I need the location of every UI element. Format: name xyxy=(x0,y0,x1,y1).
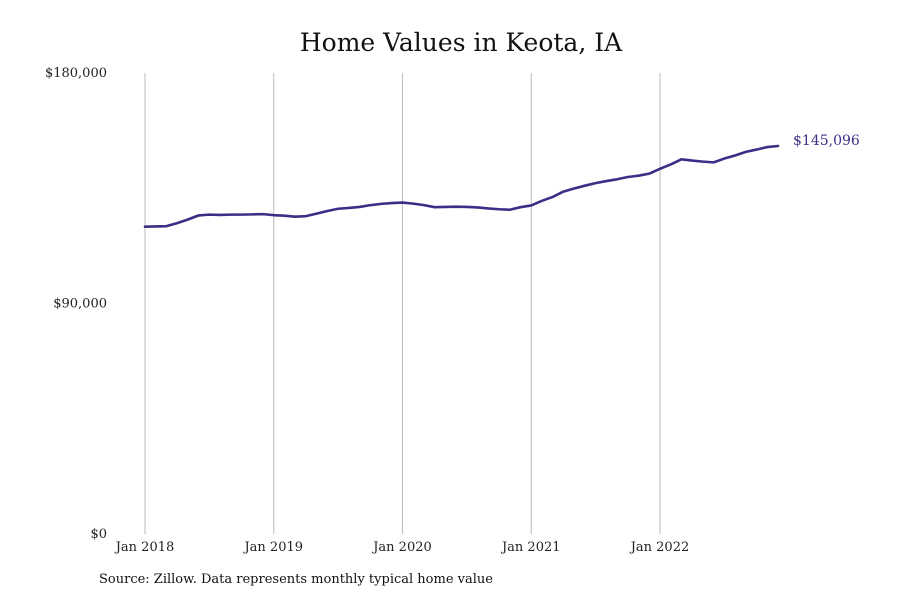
x-tick-label: Jan 2018 xyxy=(114,540,175,555)
x-axis-ticks: Jan 2018 Jan 2019 Jan 2020 Jan 2021 Jan 2022 xyxy=(114,540,690,555)
y-tick-label: $0 xyxy=(90,527,107,542)
chart-title: Home Values in Keota, IA xyxy=(300,28,623,57)
x-tick-label: Jan 2022 xyxy=(629,540,690,555)
y-tick-label: $180,000 xyxy=(45,66,107,81)
end-value-label: $145,096 xyxy=(793,133,860,149)
gridlines xyxy=(144,73,661,534)
y-tick-label: $90,000 xyxy=(53,297,107,312)
home-value-line xyxy=(143,144,780,228)
source-note: Source: Zillow. Data represents monthly … xyxy=(99,572,493,587)
y-axis-ticks: $0 $90,000 $180,000 xyxy=(45,66,107,542)
x-tick-label: Jan 2020 xyxy=(371,540,432,555)
x-tick-label: Jan 2019 xyxy=(242,540,303,555)
x-tick-label: Jan 2021 xyxy=(500,540,561,555)
